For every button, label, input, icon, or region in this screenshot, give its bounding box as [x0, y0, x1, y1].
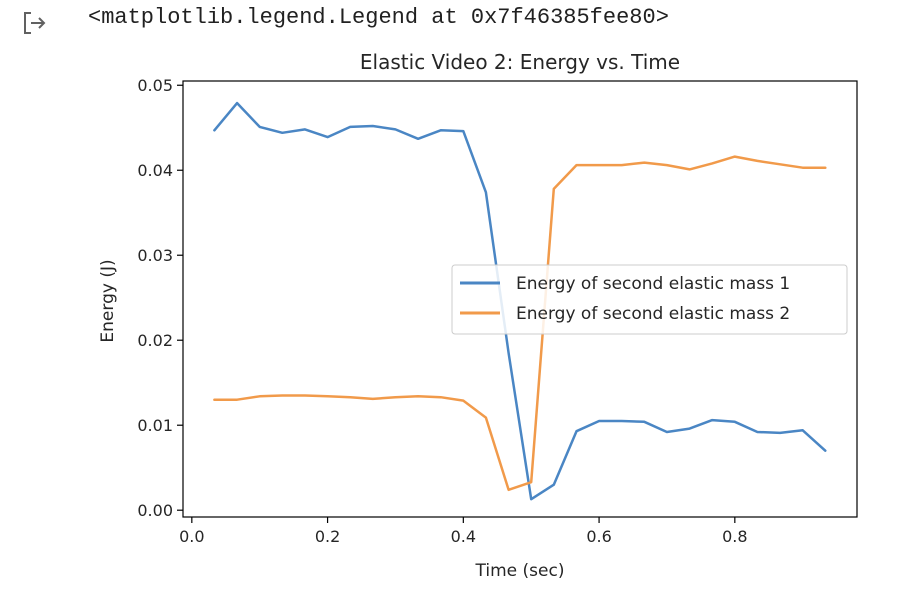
x-tick-label: 0.2: [315, 527, 340, 546]
legend-label-series-2: Energy of second elastic mass 2: [516, 304, 790, 324]
axes: 0.0 0.2 0.4 0.6 0.8 0.00 0.01 0.02 0.03 0.04 0.05: [137, 76, 858, 546]
legend: Energy of second elastic mass 1 Energy o…: [451, 264, 848, 335]
series-line-2: [213, 155, 827, 492]
chart: 0.0 0.2 0.4 0.6 0.80.000.010.020.030.040.05 …: [98, 50, 858, 581]
y-tick-label: 0.05: [137, 76, 173, 95]
legend-label-series-1: Energy of second elastic mass 1: [516, 274, 790, 294]
series-line-1: [213, 101, 827, 501]
axes-frame: [182, 80, 858, 518]
y-tick-label: 0.03: [137, 246, 173, 265]
x-tick-label: 0.0: [179, 527, 204, 546]
cell-output-row: <matplotlib.legend.Legend at 0x7f46385fe…: [0, 0, 908, 40]
series-lines: [213, 101, 827, 501]
output-arrow-icon[interactable]: [22, 10, 52, 36]
x-axis-label: Time (sec): [475, 561, 565, 581]
y-tick-label: 0.00: [137, 501, 173, 520]
legend-box: [451, 264, 848, 335]
y-tick-label: 0.02: [137, 331, 173, 350]
x-tick-label: 0.6: [586, 527, 611, 546]
y-axis-label: Energy (J): [98, 259, 118, 342]
output-text: <matplotlib.legend.Legend at 0x7f46385fe…: [88, 5, 669, 30]
y-tick-label: 0.04: [137, 161, 173, 180]
y-tick-label: 0.01: [137, 416, 173, 435]
x-tick-label: 0.4: [451, 527, 476, 546]
x-tick-label: 0.8: [722, 527, 747, 546]
chart-title: Elastic Video 2: Energy vs. Time: [360, 50, 680, 74]
